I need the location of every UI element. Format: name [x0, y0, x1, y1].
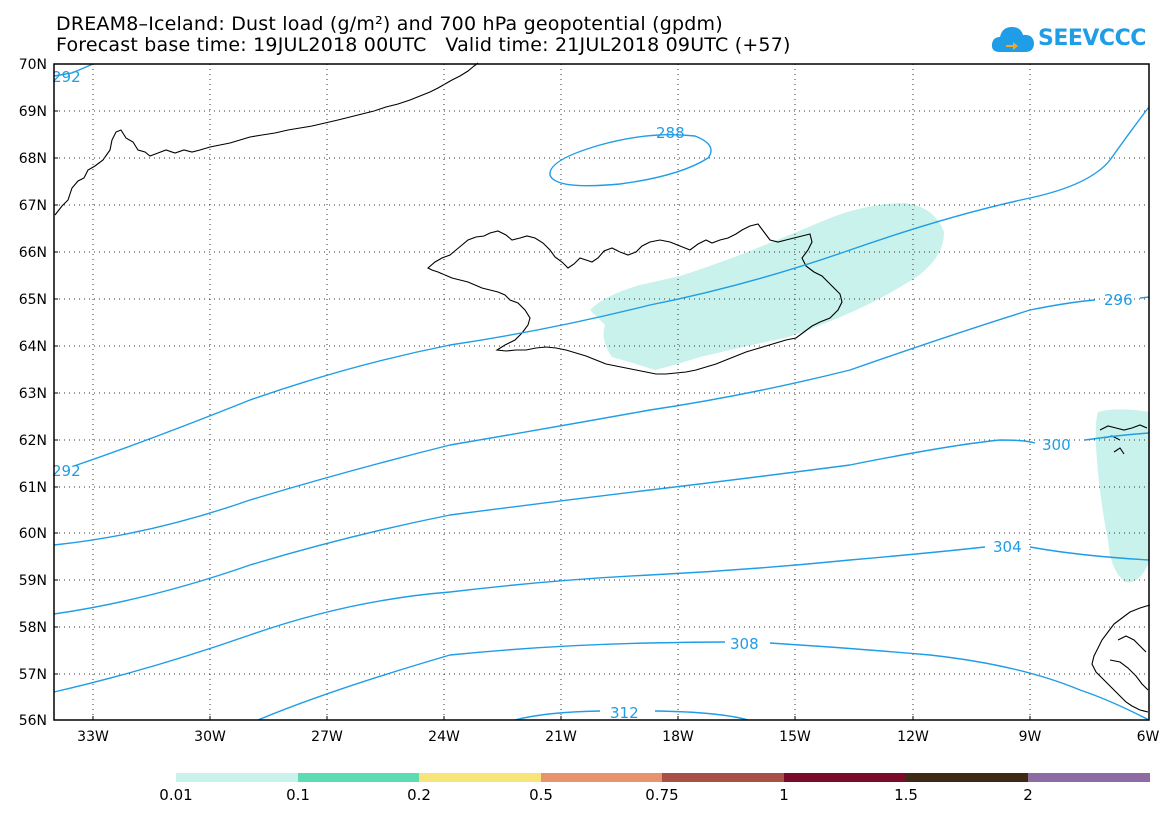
colorbar-segment	[176, 773, 298, 782]
colorbar-label: 0.5	[529, 786, 553, 804]
contour-label: 312	[610, 704, 639, 722]
contour-300	[53, 432, 1150, 615]
lat-label: 61N	[19, 480, 47, 496]
lon-label: 24W	[428, 729, 460, 745]
colorbar-segment	[662, 773, 784, 782]
colorbar-label: 1.5	[894, 786, 918, 804]
graticule	[54, 64, 1149, 720]
colorbar-label: 0.2	[407, 786, 431, 804]
lon-label: 9W	[1019, 729, 1042, 745]
contour-label: 304	[993, 538, 1022, 556]
colorbar-label: 0.1	[286, 786, 310, 804]
coastlines	[54, 62, 1151, 713]
lat-label: 70N	[19, 57, 47, 73]
lat-label: 68N	[19, 151, 47, 167]
lat-label: 57N	[19, 667, 47, 683]
map-frame	[53, 63, 1150, 721]
iceland-coast	[427, 223, 843, 375]
lat-label: 59N	[19, 573, 47, 589]
lat-label: 60N	[19, 526, 47, 542]
dust-area-iceland	[590, 203, 944, 370]
lat-label: 58N	[19, 620, 47, 636]
contour-288	[549, 134, 712, 187]
contour-label: 308	[730, 635, 759, 653]
scotland-coast	[1091, 604, 1151, 713]
colorbar-segment	[784, 773, 906, 782]
contour-label: 292	[52, 68, 81, 86]
lat-label: 69N	[19, 104, 47, 120]
lon-label: 21W	[545, 729, 577, 745]
dust-area-faroes	[1095, 409, 1150, 583]
cloud-icon	[991, 27, 1034, 52]
lon-label: 33W	[77, 729, 109, 745]
map-title: DREAM8–Iceland: Dust load (g/m²) and 700…	[56, 13, 723, 35]
contour-312	[514, 710, 749, 721]
contour-label-group: 292 288 296 292 300 304 308 312	[52, 68, 1133, 722]
contour-292-a	[53, 63, 94, 77]
lon-label: 30W	[194, 729, 226, 745]
geopotential-contours	[53, 63, 1150, 721]
dust-shading	[590, 203, 1150, 583]
greenland-coast	[54, 62, 479, 216]
colorbar-label: 0.01	[159, 786, 193, 804]
contour-label: 296	[1104, 291, 1133, 309]
contour-292-b	[73, 106, 1150, 467]
lat-label: 62N	[19, 433, 47, 449]
lon-label: 27W	[311, 729, 343, 745]
contour-308	[257, 641, 1150, 721]
contour-label: 288	[656, 124, 685, 142]
lat-label: 65N	[19, 292, 47, 308]
logo-text: SEEVCCC	[1038, 26, 1146, 51]
contour-304	[53, 546, 1150, 693]
seevccc-logo: SEEVCCC	[990, 22, 1146, 56]
lon-label: 12W	[897, 729, 929, 745]
colorbar-segment	[541, 773, 662, 782]
longitude-labels: 33W 30W 27W 24W 21W 18W 15W 12W 9W 6W	[77, 729, 1159, 745]
lon-label: 18W	[662, 729, 694, 745]
lat-label: 64N	[19, 339, 47, 355]
map-subtitle: Forecast base time: 19JUL2018 00UTC Vali…	[56, 34, 791, 56]
lat-label: 66N	[19, 245, 47, 261]
colorbar-label: 0.75	[645, 786, 679, 804]
colorbar-label: 1	[779, 786, 789, 804]
lon-label: 15W	[779, 729, 811, 745]
lat-label: 67N	[19, 198, 47, 214]
lat-label: 56N	[19, 713, 47, 729]
latitude-labels: 70N 69N 68N 67N 66N 65N 64N 63N 62N 61N …	[19, 57, 47, 729]
colorbar-label: 2	[1023, 786, 1033, 804]
lat-label: 63N	[19, 386, 47, 402]
colorbar-segment	[298, 773, 419, 782]
contour-label: 300	[1042, 436, 1071, 454]
axis-ticks	[54, 110, 1031, 720]
colorbar-segment	[906, 773, 1028, 782]
colorbar-segment	[1028, 773, 1150, 782]
contour-label: 292	[52, 462, 81, 480]
lon-label: 6W	[1137, 729, 1160, 745]
colorbar-segment	[419, 773, 541, 782]
contour-296	[53, 296, 1150, 546]
